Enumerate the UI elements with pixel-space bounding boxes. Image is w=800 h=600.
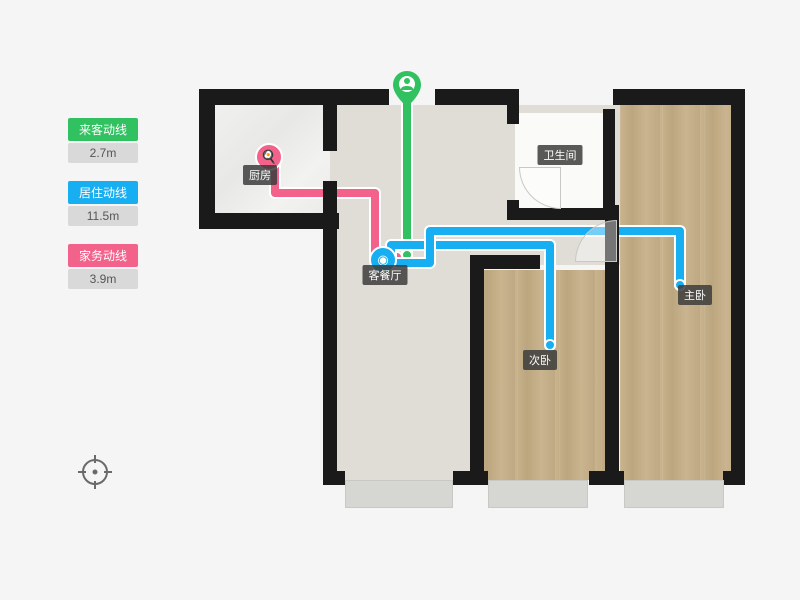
room-second bbox=[475, 270, 605, 480]
wall-segment bbox=[603, 109, 615, 219]
room-label-living: 客餐厅 bbox=[363, 265, 408, 285]
legend-item-guest: 来客动线 2.7m bbox=[68, 118, 138, 163]
window-sill bbox=[345, 480, 453, 508]
wall-segment bbox=[507, 208, 615, 220]
room-living bbox=[330, 105, 475, 480]
wall-segment bbox=[323, 213, 337, 485]
wall-segment bbox=[731, 89, 745, 485]
window-sill bbox=[624, 480, 724, 508]
wall-segment bbox=[323, 89, 337, 151]
floor-plan: 🍳◉厨房客餐厅卫生间次卧主卧 bbox=[195, 85, 750, 510]
legend-value: 11.5m bbox=[68, 206, 138, 226]
legend-label: 居住动线 bbox=[68, 181, 138, 204]
legend-value: 3.9m bbox=[68, 269, 138, 289]
legend-label: 家务动线 bbox=[68, 244, 138, 267]
wall-segment bbox=[470, 255, 484, 485]
legend: 来客动线 2.7m 居住动线 11.5m 家务动线 3.9m bbox=[68, 118, 138, 307]
wall-segment bbox=[323, 471, 345, 485]
room-label-bath: 卫生间 bbox=[538, 145, 583, 165]
wall-segment bbox=[199, 213, 339, 229]
legend-item-living: 居住动线 11.5m bbox=[68, 181, 138, 226]
legend-label: 来客动线 bbox=[68, 118, 138, 141]
room-label-kitchen: 厨房 bbox=[243, 165, 277, 185]
room-label-master: 主卧 bbox=[678, 285, 712, 305]
wall-segment bbox=[435, 89, 510, 105]
wall-segment bbox=[613, 89, 745, 105]
legend-value: 2.7m bbox=[68, 143, 138, 163]
wall-segment bbox=[507, 89, 519, 124]
wall-segment bbox=[470, 255, 540, 269]
compass-icon bbox=[78, 455, 112, 489]
room-label-second: 次卧 bbox=[523, 350, 557, 370]
wall-segment bbox=[199, 89, 215, 229]
legend-item-housework: 家务动线 3.9m bbox=[68, 244, 138, 289]
wall-segment bbox=[199, 89, 389, 105]
window-sill bbox=[488, 480, 588, 508]
entry-pin-icon bbox=[393, 71, 421, 107]
